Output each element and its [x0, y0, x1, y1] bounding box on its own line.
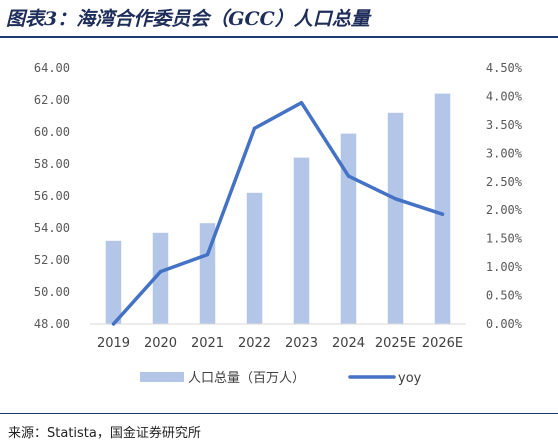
x-tick-label: 2019: [97, 336, 130, 351]
y-left-tick-label: 48.00: [34, 317, 70, 331]
chart-title: 图表3：海湾合作委员会（GCC）人口总量: [6, 8, 370, 30]
x-axis-ticks: 2019 2020 2021 2022 2023 2024 2025E 2026E: [97, 336, 463, 351]
population-bar-2024: [340, 133, 357, 324]
population-bar-2020: [152, 232, 169, 324]
y-right-tick-label: 1.50%: [486, 232, 523, 246]
yoy-point-2021: [205, 252, 210, 257]
yoy-point-2020: [158, 270, 163, 274]
x-tick-label: 2020: [144, 336, 177, 351]
population-bar-2026E: [434, 93, 451, 324]
y-right-tick-label: 3.50%: [486, 118, 523, 132]
legend-swatch-population: [140, 372, 184, 382]
x-tick-label: 2022: [238, 336, 271, 351]
yoy-point-2026E: [440, 212, 445, 216]
y-left-tick-label: 54.00: [34, 221, 70, 235]
y-right-tick-label: 0.00%: [486, 317, 523, 331]
y-right-tick-label: 2.50%: [486, 175, 523, 189]
y-right-tick-label: 4.50%: [486, 61, 523, 75]
x-tick-label: 2021: [191, 336, 224, 351]
source-note: 来源：Statista，国金证券研究所: [8, 426, 201, 441]
y-right-tick-label: 1.00%: [486, 260, 523, 274]
population-bar-2019: [105, 240, 122, 324]
footer-divider: [0, 413, 558, 414]
yoy-point-2022: [252, 126, 257, 130]
y-axis-right-ticks: 0.00% 0.50% 1.00% 1.50% 2.00% 2.50% 3.00% 3.50%…: [486, 61, 523, 331]
y-right-tick-label: 3.00%: [486, 146, 523, 160]
yoy-point-2019: [111, 322, 116, 326]
y-left-tick-label: 64.00: [34, 61, 70, 75]
yoy-point-2024: [346, 174, 351, 178]
y-left-tick-label: 50.00: [34, 285, 70, 299]
yoy-line: [111, 100, 445, 326]
x-tick-label: 2026E: [422, 336, 463, 351]
population-bars: [105, 93, 451, 324]
y-right-tick-label: 4.00%: [486, 89, 523, 103]
population-bar-2025E: [387, 112, 404, 324]
population-bar-2022: [246, 192, 263, 324]
population-bar-2023: [293, 157, 310, 324]
y-right-tick-label: 2.00%: [486, 203, 523, 217]
y-left-tick-label: 62.00: [34, 93, 70, 107]
y-right-tick-label: 0.50%: [486, 289, 523, 303]
y-left-tick-label: 52.00: [34, 253, 70, 267]
y-axis-left-ticks: 48.00 50.00 52.00 54.00 56.00 58.00 60.00 62.00…: [34, 61, 70, 331]
yoy-point-2025E: [393, 197, 398, 201]
legend: 人口总量（百万人） yoy: [140, 371, 422, 386]
legend-label-yoy: yoy: [398, 371, 422, 386]
x-tick-label: 2024: [332, 336, 365, 351]
title-divider: [0, 36, 558, 38]
yoy-line-group: [111, 100, 445, 326]
yoy-point-2023: [299, 101, 304, 105]
y-left-tick-label: 58.00: [34, 157, 70, 171]
y-left-tick-label: 60.00: [34, 125, 70, 139]
legend-label-population: 人口总量（百万人）: [188, 371, 305, 386]
gcc-population-chart: 48.00 50.00 52.00 54.00 56.00 58.00 60.00 62.00…: [34, 61, 523, 386]
x-tick-label: 2023: [285, 336, 318, 351]
y-left-tick-label: 56.00: [34, 189, 70, 203]
x-tick-label: 2025E: [375, 336, 416, 351]
